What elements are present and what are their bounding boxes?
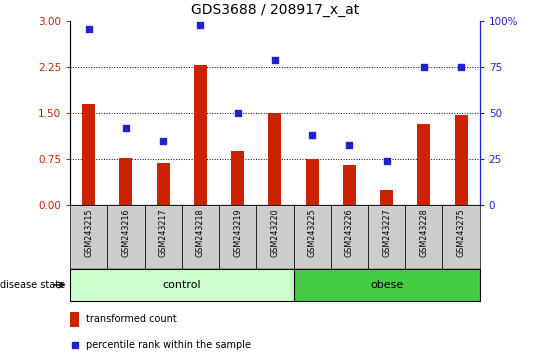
Bar [120, 158, 133, 205]
Bar [70, 312, 79, 327]
Point [196, 22, 205, 28]
Bar [417, 124, 430, 205]
Bar [82, 104, 95, 205]
Point [382, 158, 391, 164]
Bar [256, 205, 294, 269]
Bar [70, 269, 294, 301]
Point [85, 26, 93, 32]
Bar [157, 163, 170, 205]
Title: GDS3688 / 208917_x_at: GDS3688 / 208917_x_at [191, 4, 359, 17]
Text: GSM243275: GSM243275 [457, 209, 466, 257]
Text: GSM243219: GSM243219 [233, 209, 242, 257]
Text: GSM243215: GSM243215 [84, 209, 93, 257]
Text: GSM243227: GSM243227 [382, 209, 391, 257]
Text: GSM243226: GSM243226 [345, 209, 354, 257]
Bar [294, 205, 331, 269]
Point [122, 125, 130, 131]
Bar [443, 205, 480, 269]
Bar [331, 205, 368, 269]
Text: GSM243220: GSM243220 [271, 209, 279, 257]
Bar [231, 151, 244, 205]
Text: percentile rank within the sample: percentile rank within the sample [86, 340, 251, 350]
Bar [182, 205, 219, 269]
Text: GSM243218: GSM243218 [196, 209, 205, 257]
Bar [107, 205, 144, 269]
Text: transformed count: transformed count [86, 314, 176, 324]
Bar [306, 159, 319, 205]
Bar [194, 65, 207, 205]
Point [159, 138, 168, 144]
Point [312, 217, 320, 223]
Text: GSM243217: GSM243217 [158, 209, 168, 257]
Point [271, 57, 279, 63]
Point [457, 64, 465, 70]
Bar [268, 113, 281, 205]
Point [345, 142, 354, 147]
Bar [380, 190, 393, 205]
Text: GSM243216: GSM243216 [121, 209, 130, 257]
Text: GSM243225: GSM243225 [308, 209, 316, 257]
Text: GSM243228: GSM243228 [419, 209, 429, 257]
Bar [368, 205, 405, 269]
Text: control: control [162, 280, 201, 290]
Bar [294, 269, 480, 301]
Point [233, 110, 242, 116]
Point [308, 132, 316, 138]
Bar [405, 205, 443, 269]
Bar [454, 115, 468, 205]
Point [419, 64, 428, 70]
Text: obese: obese [370, 280, 403, 290]
Text: disease state: disease state [0, 280, 65, 290]
Bar [144, 205, 182, 269]
Bar [70, 205, 107, 269]
Bar [219, 205, 256, 269]
Bar [343, 165, 356, 205]
